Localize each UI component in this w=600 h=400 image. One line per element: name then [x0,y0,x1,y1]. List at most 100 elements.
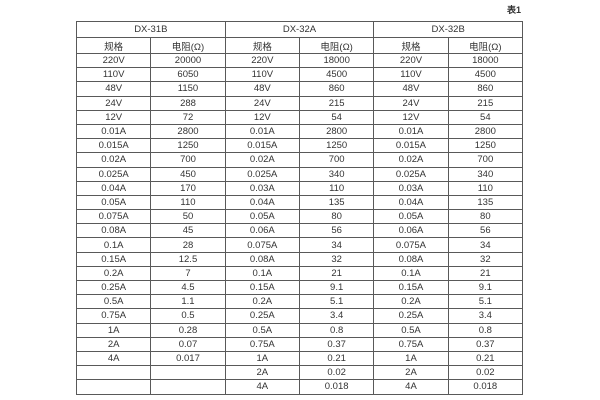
resistance-cell [150,365,226,381]
table-caption: 表1 [506,5,521,15]
resistance-cell: 2800 [298,123,375,140]
spec-cell [75,365,152,381]
spec-cell: 2A [224,365,300,381]
resistance-cell: 56 [298,223,375,239]
spec-cell: 0.05A [373,209,449,225]
spec-column-header: 规格 [373,37,449,54]
resistance-cell: 2800 [447,123,524,140]
resistance-cell: 340 [447,166,524,182]
table-row: 0.75A 0.5 0.25A 3.4 0.25A 3.4 [75,308,524,324]
spec-cell [75,379,152,395]
resistance-cell: 7 [150,265,226,282]
spec-cell: 0.5A [75,294,152,310]
resistance-column-header: 电阻(Ω) [298,37,375,54]
spec-cell: 0.15A [373,279,449,296]
table-body: 220V 20000 220V 18000 220V 18000 110V 6050 110V 4… [75,52,524,395]
spec-column-header: 规格 [75,37,152,54]
table-row: 0.08A 45 0.06A 56 0.06A 56 [75,223,524,239]
group-header-dx-31b: DX-31B [76,21,226,38]
spec-cell: 0.25A [75,279,152,296]
spec-cell: 24V [224,95,300,111]
resistance-cell: 54 [447,109,524,125]
resistance-cell: 0.07 [150,336,226,352]
resistance-cell: 18000 [447,52,524,69]
resistance-column-header: 电阻(Ω) [150,37,226,54]
resistance-cell: 3.4 [298,308,375,324]
resistance-cell: 4500 [298,67,375,83]
resistance-cell: 0.02 [298,365,375,381]
spec-cell: 0.75A [224,336,300,352]
spec-cell: 2A [373,365,449,381]
table-row: 0.1A 28 0.075A 34 0.075A 34 [75,237,524,253]
resistance-cell: 4.5 [150,279,226,296]
resistance-cell: 9.1 [298,279,375,296]
table-row: 0.02A 700 0.02A 700 0.02A 700 [75,152,524,168]
table-row: 0.05A 110 0.04A 135 0.04A 135 [75,194,524,211]
resistance-cell: 700 [150,152,226,168]
spec-cell: 0.2A [75,265,152,282]
resistance-cell: 32 [447,251,524,267]
resistance-cell: 860 [447,81,524,97]
resistance-cell: 50 [150,209,226,225]
spec-cell: 0.04A [75,180,152,196]
table-row: 4A 0.017 1A 0.21 1A 0.21 [75,350,524,367]
resistance-cell: 80 [447,209,524,225]
resistance-cell: 0.21 [447,350,524,367]
spec-cell: 0.01A [373,123,449,140]
resistance-cell: 1150 [150,81,226,97]
group-header-dx-32a: DX-32A [224,21,375,38]
resistance-cell: 860 [298,81,375,97]
table-row: 0.01A 2800 0.01A 2800 0.01A 2800 [75,123,524,140]
resistance-cell: 6050 [150,67,226,83]
spec-cell: 24V [75,95,152,111]
resistance-cell: 32 [298,251,375,267]
resistance-cell: 5.1 [447,294,524,310]
resistance-cell: 340 [298,166,375,182]
resistance-cell: 3.4 [447,308,524,324]
spec-cell: 0.5A [373,322,449,338]
table-row: 0.2A 7 0.1A 21 0.1A 21 [75,265,524,282]
spec-cell: 0.08A [224,251,300,267]
table-row: 4A 0.018 4A 0.018 [75,379,524,395]
spec-cell: 0.03A [373,180,449,196]
table-row: 0.025A 450 0.025A 340 0.025A 340 [75,166,524,182]
spec-cell: 1A [224,350,300,367]
spec-cell: 1A [373,350,449,367]
resistance-cell: 110 [298,180,375,196]
table-row: 0.04A 170 0.03A 110 0.03A 110 [75,180,524,196]
spec-cell: 0.08A [75,223,152,239]
spec-cell: 0.01A [75,123,152,140]
resistance-cell: 215 [447,95,524,111]
resistance-cell: 34 [298,237,375,253]
spec-cell: 0.02A [373,152,449,168]
column-header-row: 规格 电阻(Ω) 规格 电阻(Ω) 规格 电阻(Ω) [75,37,524,54]
spec-cell: 0.04A [224,194,300,211]
spec-cell: 0.075A [373,237,449,253]
resistance-cell: 9.1 [447,279,524,296]
spec-cell: 0.025A [75,166,152,182]
resistance-cell: 0.02 [447,365,524,381]
table-row: 0.5A 1.1 0.2A 5.1 0.2A 5.1 [75,294,524,310]
spec-cell: 0.25A [224,308,300,324]
resistance-cell: 1.1 [150,294,226,310]
resistance-cell: 700 [447,152,524,168]
spec-cell: 0.75A [75,308,152,324]
table-row: 0.15A 12.5 0.08A 32 0.08A 32 [75,251,524,267]
resistance-cell: 1250 [298,138,375,154]
spec-column-header: 规格 [224,37,300,54]
resistance-cell: 0.37 [298,336,375,352]
spec-cell: 0.05A [224,209,300,225]
resistance-cell: 0.8 [298,322,375,338]
table-row: 220V 20000 220V 18000 220V 18000 [75,52,524,69]
spec-cell: 0.15A [75,251,152,267]
resistance-cell: 450 [150,166,226,182]
spec-cell: 0.015A [75,138,152,154]
spec-cell: 0.75A [373,336,449,352]
resistance-cell: 4500 [447,67,524,83]
table-row: 0.015A 1250 0.015A 1250 0.015A 1250 [75,138,524,154]
spec-cell: 4A [224,379,300,395]
spec-cell: 0.06A [224,223,300,239]
spec-cell: 0.015A [224,138,300,154]
spec-cell: 0.1A [373,265,449,282]
